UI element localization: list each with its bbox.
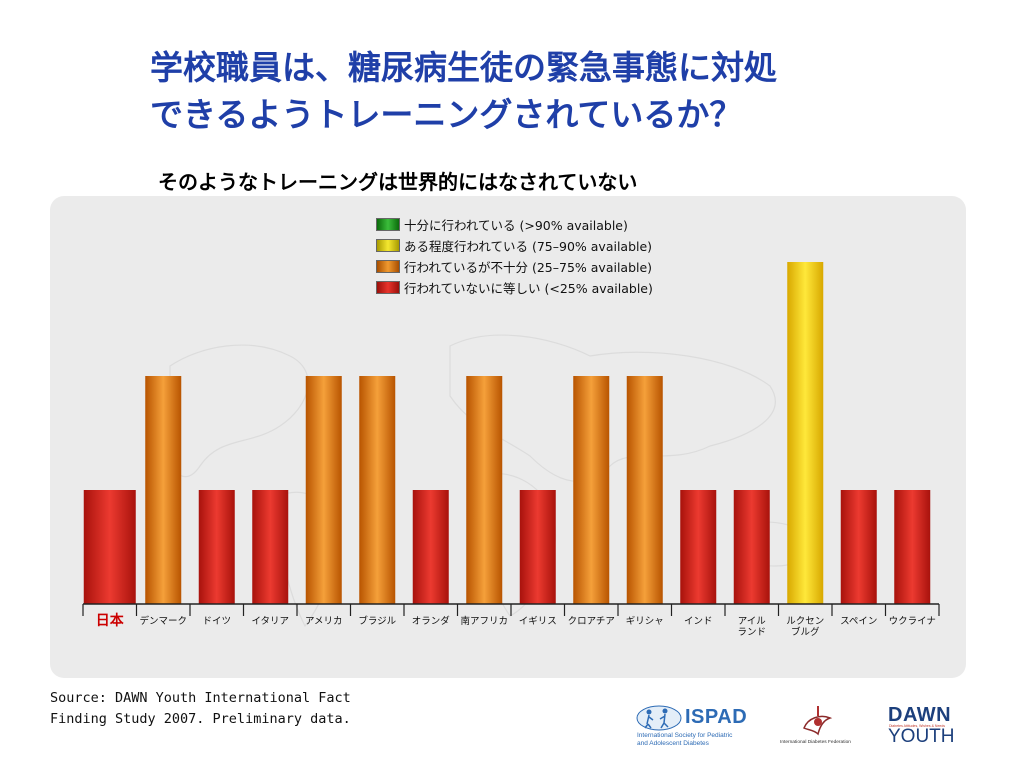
bar [252, 490, 289, 604]
x-tick-label: ブルグ [791, 626, 820, 638]
x-tick-label: クロアチア [568, 616, 615, 627]
slide-title: 学校職員は、糖尿病生徒の緊急事態に対処 できるようトレーニングされているか？ [150, 44, 930, 138]
x-tick-label: ギリシャ [626, 616, 664, 627]
bar [198, 490, 235, 604]
bar [626, 376, 663, 604]
ispad-logo: ISPAD International Society for Pediatri… [635, 704, 755, 748]
bar [83, 490, 136, 604]
idf-name: International Diabetes Federation [780, 740, 851, 745]
x-tick-label: イタリア [251, 616, 289, 627]
legend-item: 行われているが不十分 (25–75% available) [376, 256, 653, 277]
x-tick-label: インド [684, 616, 713, 627]
legend-swatch-yellow [376, 239, 400, 252]
legend-swatch-orange [376, 260, 400, 273]
legend-item: 行われていないに等しい (<25% available) [376, 277, 653, 298]
x-tick-label: デンマーク [139, 615, 187, 627]
x-tick-label: ブラジル [358, 615, 396, 627]
legend-label: 行われていないに等しい (<25% available) [404, 281, 653, 296]
youth-wordmark: YOUTH [888, 726, 955, 747]
x-tick-label: スペイン [840, 616, 877, 627]
source-line-2: Finding Study 2007. Preliminary data. [50, 711, 351, 727]
bar [840, 490, 877, 604]
legend-item: ある程度行われている (75–90% available) [376, 235, 653, 256]
slide-subtitle: そのようなトレーニングは世界的にはなされていない [158, 170, 638, 194]
legend-label: 十分に行われている (>90% available) [404, 218, 628, 233]
dawn-wordmark: DAWN [888, 704, 952, 726]
bar [145, 376, 182, 604]
bar [466, 376, 503, 604]
bar [412, 490, 449, 604]
title-line-1: 学校職員は、糖尿病生徒の緊急事態に対処 [150, 48, 777, 87]
bar [894, 490, 931, 604]
dawn-youth-logo: DAWN Diabetes Attitudes, Wishes & Needs … [888, 704, 968, 748]
ispad-figures-icon [636, 705, 682, 731]
bar [733, 490, 770, 604]
idf-logo: International Diabetes Federation [780, 700, 860, 750]
bar [305, 376, 342, 604]
legend-label: ある程度行われている (75–90% available) [404, 239, 653, 254]
ispad-sub-line-2: and Adolescent Diabetes [637, 740, 709, 747]
legend-swatch-green [376, 218, 400, 231]
ispad-subtitle: International Society for Pediatric and … [637, 732, 732, 748]
legend-label: 行われているが不十分 (25–75% available) [404, 260, 653, 275]
ispad-sub-line-1: International Society for Pediatric [637, 732, 733, 739]
x-tick-label: 南アフリカ [460, 615, 508, 627]
source-note: Source: DAWN Youth International Fact Fi… [50, 688, 351, 730]
title-line-2: できるようトレーニングされているか？ [150, 95, 743, 134]
chart-legend: 十分に行われている (>90% available) ある程度行われている (7… [376, 214, 653, 298]
bar [573, 376, 610, 604]
x-tick-label: アイル [738, 616, 767, 627]
source-line-1: Source: DAWN Youth International Fact [50, 690, 351, 706]
x-tick-label: ランド [737, 627, 766, 638]
x-tick-label: ウクライナ [889, 616, 936, 627]
bar [680, 490, 717, 604]
bar-chart: 日本 デンマーク ドイツ イタリア アメリカ ブラジル オランダ 南アフリカ イギリス クロアチア… [82, 262, 940, 638]
legend-swatch-red [376, 281, 400, 294]
x-tick-label: ドイツ [202, 616, 231, 627]
x-tick-label: アメリカ [305, 616, 343, 627]
x-tick-label: ルクセン [786, 616, 824, 627]
ispad-name: ISPAD [685, 706, 748, 728]
x-tick-label: オランダ [412, 615, 451, 627]
x-tick-label: 日本 [96, 612, 125, 629]
chart-panel: 十分に行われている (>90% available) ある程度行われている (7… [50, 196, 966, 678]
legend-item: 十分に行われている (>90% available) [376, 214, 653, 235]
bar [359, 376, 396, 604]
x-tick-label: イギリス [519, 616, 557, 627]
dawn-tagline: Diabetes Attitudes, Wishes & Needs [889, 724, 946, 728]
bar [787, 262, 824, 604]
bar [519, 490, 556, 604]
idf-emblem-icon [803, 706, 833, 736]
